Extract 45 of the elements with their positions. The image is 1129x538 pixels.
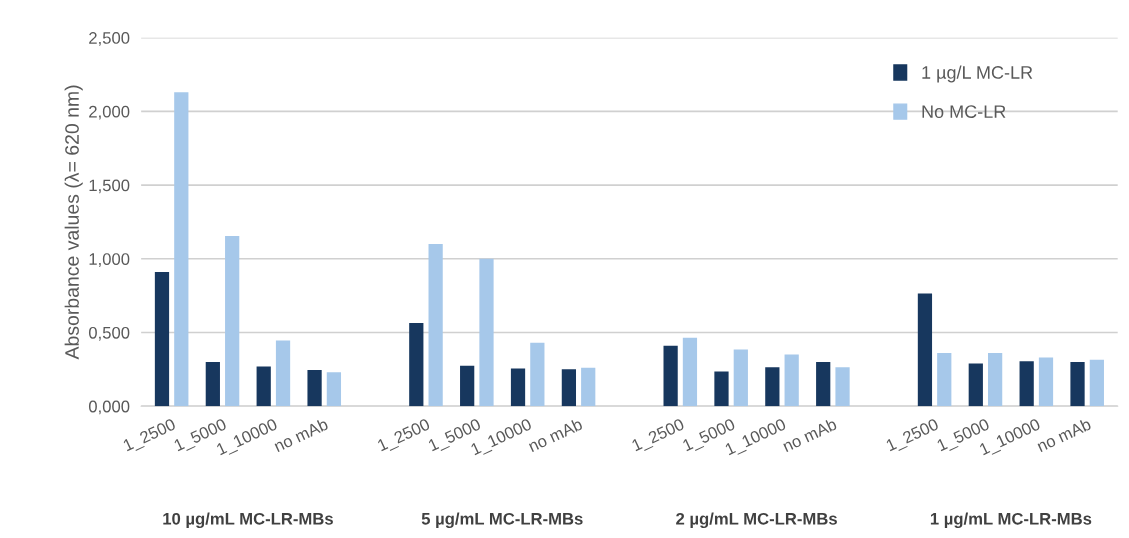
bar: [581, 367, 596, 407]
bar: [256, 366, 271, 407]
y-tick-label: 1,000: [89, 253, 130, 267]
bar: [428, 244, 443, 407]
bar: [326, 372, 342, 407]
bar: [561, 369, 577, 407]
y-tick-label: 2,000: [89, 105, 130, 120]
bar: [663, 345, 678, 407]
text: 1 µg/mL MC-LR-MBs: [930, 512, 1092, 529]
y-tick-label: 1,500: [89, 179, 130, 194]
bar: [816, 361, 831, 407]
bar: [682, 337, 698, 407]
bar: [784, 354, 799, 407]
bar: [225, 235, 240, 407]
bar: [275, 340, 291, 407]
bar: [1038, 357, 1054, 407]
bar: [530, 342, 545, 407]
bar: [917, 293, 933, 407]
bar: [174, 92, 189, 407]
bar: [510, 368, 526, 407]
bar: [460, 365, 475, 407]
bar: [988, 353, 1003, 407]
bar: [409, 322, 424, 407]
bar: [307, 370, 322, 407]
bar: [1070, 361, 1085, 407]
bar: [479, 258, 494, 407]
text: 10 µg/mL MC-LR-MBs: [163, 512, 333, 529]
bar: [835, 367, 850, 407]
bar: [154, 272, 170, 407]
legend-label: No MC-LR: [922, 105, 1006, 118]
y-axis-title: Absorbance values (λ= 620 nm): [64, 85, 83, 360]
y-tick-label: 0,000: [88, 400, 130, 415]
bar: [733, 349, 748, 407]
bar: [205, 361, 220, 407]
text: 5 µg/mL MC-LR-MBs: [421, 512, 583, 529]
legend-label: 1 µg/L MC-LR: [922, 65, 1033, 83]
text: 2 µg/mL MC-LR-MBs: [676, 512, 837, 529]
y-tick-label: 2,500: [89, 32, 130, 46]
bar: [765, 367, 780, 407]
bar: [937, 353, 952, 407]
bar: [968, 363, 983, 407]
y-tick-label: 0,500: [88, 326, 130, 341]
bar: [714, 371, 729, 407]
bar: [1089, 359, 1104, 407]
bar: [1019, 361, 1034, 407]
